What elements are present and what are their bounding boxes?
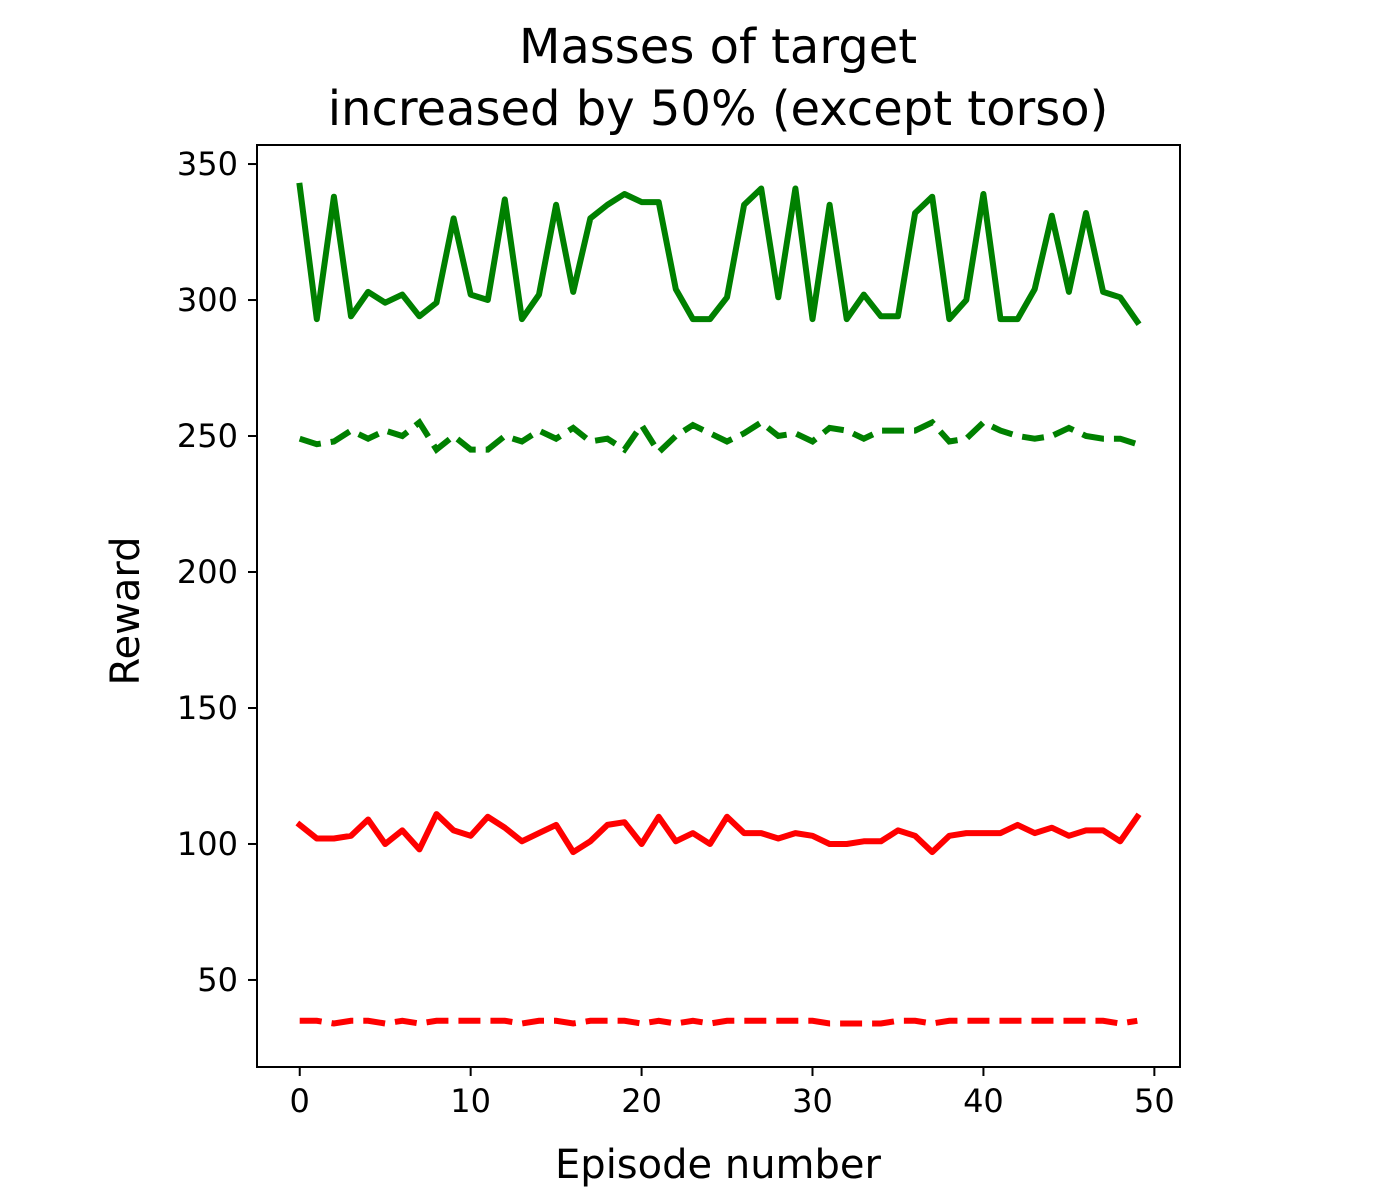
series-line-4 [299,1017,1138,1027]
series-line-1 [296,182,1142,326]
x-tick-label: 40 [963,1082,1004,1120]
y-tick-label: 250 [177,417,238,455]
y-tick-label: 150 [177,689,238,727]
series-line-3 [295,811,1142,856]
x-axis: 0 10 20 30 40 50 [290,1067,1175,1120]
chart-title-line-2: increased by 50% (except torso) [328,81,1109,137]
y-axis: 50 100 150 200 250 300 350 [177,145,257,999]
x-tick-label: 0 [290,1082,310,1120]
y-tick-label: 300 [177,281,238,319]
y-axis-label: Reward [103,537,149,686]
x-tick-label: 50 [1134,1082,1175,1120]
x-tick-label: 30 [792,1082,833,1120]
y-tick-label: 200 [177,553,238,591]
x-axis-label: Episode number [555,1142,881,1188]
y-tick-label: 350 [177,145,238,183]
x-tick-label: 10 [450,1082,491,1120]
y-tick-label: 50 [197,961,238,999]
chart-title-line-1: Masses of target [519,19,917,75]
plot-area [256,144,1181,1068]
x-tick-label: 20 [621,1082,662,1120]
plot-frame [256,144,1181,1068]
series-layer [295,182,1142,1027]
y-tick-label: 100 [177,825,238,863]
series-line-2 [298,417,1139,458]
